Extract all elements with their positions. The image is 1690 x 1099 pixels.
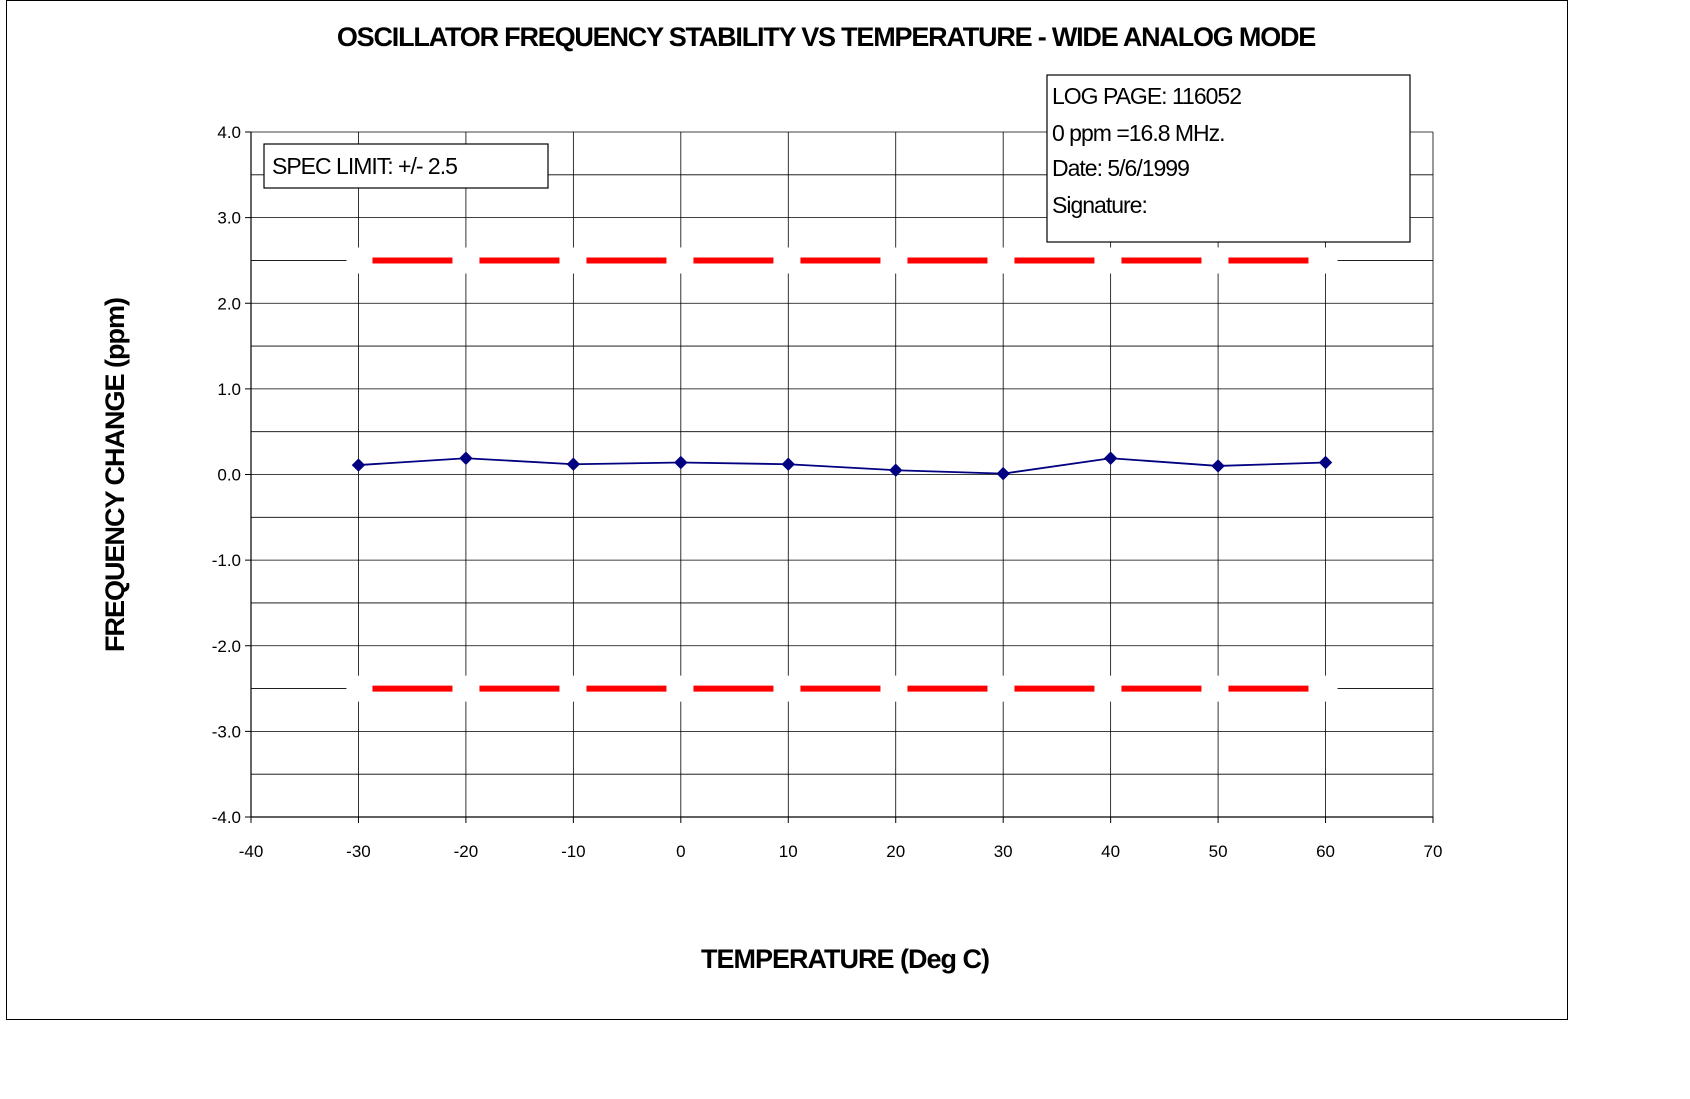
x-tick-label: 10 [779,842,798,861]
x-tick-label: 50 [1209,842,1228,861]
data-point-marker [674,455,688,470]
x-tick-label: 70 [1424,842,1443,861]
log-info-box: LOG PAGE: 116052 0 ppm =16.8 MHz. Date: … [1046,74,1411,243]
x-tick-label: 0 [676,842,685,861]
date-text: Date: 5/6/1999 [1052,155,1189,181]
x-tick-label: 60 [1316,842,1335,861]
x-tick-label: -30 [346,842,371,861]
data-point-marker [459,451,473,465]
y-tick-label: 1.0 [217,380,241,399]
x-tick-label: 30 [994,842,1013,861]
y-axis-title: FREQUENCY CHANGE (ppm) [100,298,130,652]
data-point-marker [781,457,795,471]
series-line [358,457,1326,475]
signature-text: Signature: [1052,192,1147,218]
zero-ppm-text: 0 ppm =16.8 MHz. [1052,120,1225,146]
y-tick-label: -1.0 [212,551,241,570]
y-tick-label: 0.0 [217,466,241,485]
data-point-marker [1318,455,1333,470]
x-tick-label: -10 [561,842,586,861]
x-tick-label: -20 [454,842,479,861]
y-tick-label: 4.0 [217,123,241,142]
x-tick-label: 40 [1101,842,1120,861]
log-page-text: LOG PAGE: 116052 [1052,83,1241,109]
y-tick-label: -3.0 [212,722,241,741]
x-axis-title: TEMPERATURE (Deg C) [701,944,989,974]
data-point-marker [889,463,903,477]
y-tick-label: 3.0 [217,209,241,228]
data-point-marker [1211,459,1225,473]
spec-limit-text: SPEC LIMIT: +/- 2.5 [272,153,457,179]
y-tick-label: -4.0 [212,808,241,827]
y-tick-label: 2.0 [217,294,241,313]
data-point-marker [1103,451,1118,465]
plot-area: 4.0 3.0 2.0 1.0 0.0 -1.0 -2.0 -3.0 -4.0 -40 -30 -20… [212,123,1443,861]
x-tick-label: 20 [886,842,905,861]
x-tick-label: -40 [239,842,264,861]
y-tick-label: -2.0 [212,637,241,656]
spec-limit-box: SPEC LIMIT: +/- 2.5 [263,143,549,189]
data-point-marker [566,457,581,471]
chart-title: OSCILLATOR FREQUENCY STABILITY VS TEMPER… [337,22,1315,52]
data-point-marker [996,466,1010,481]
data-point-marker [351,458,366,472]
